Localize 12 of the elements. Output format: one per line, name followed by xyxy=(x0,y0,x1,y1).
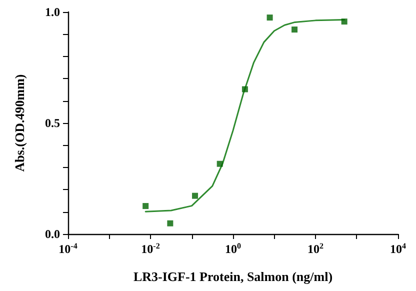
point xyxy=(167,220,174,226)
point xyxy=(266,14,273,21)
point xyxy=(192,192,198,199)
y-tick-label: 0.5 xyxy=(45,116,60,130)
x-axis-title: LR3-IGF-1 Protein, Salmon (ng/ml) xyxy=(133,269,333,284)
y-tick-label: 0.0 xyxy=(45,227,60,241)
point xyxy=(142,203,149,210)
point xyxy=(242,86,248,92)
point xyxy=(292,26,298,33)
y-tick-label: 1.0 xyxy=(45,5,60,19)
point xyxy=(216,160,223,167)
y-axis-title: Abs.(OD.490mm) xyxy=(12,74,27,172)
